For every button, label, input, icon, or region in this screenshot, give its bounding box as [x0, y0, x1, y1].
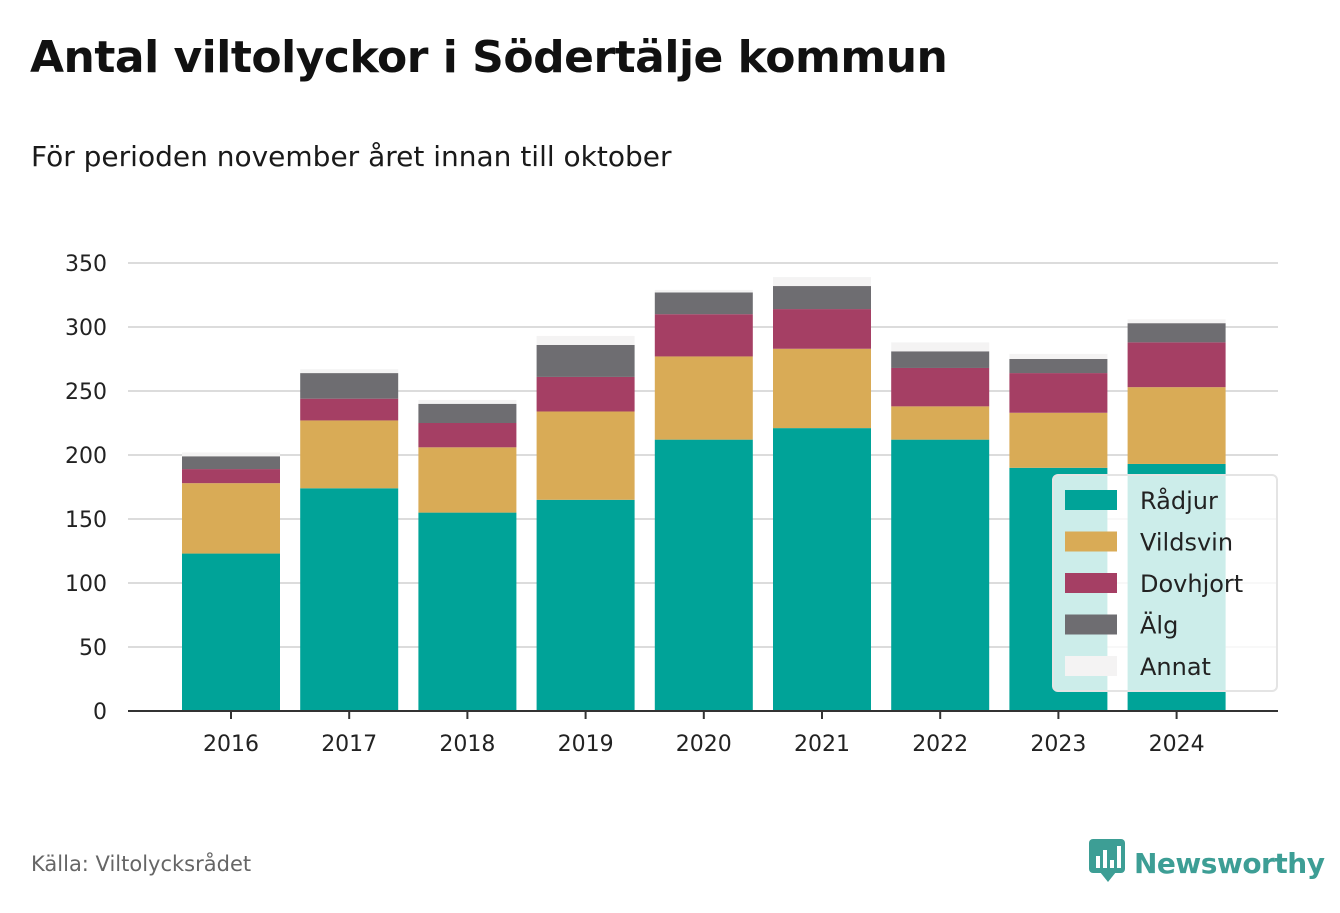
bar-segment[interactable]	[418, 512, 517, 711]
bar-segment[interactable]	[182, 469, 280, 484]
bar-segment[interactable]	[182, 452, 280, 457]
bar-segment[interactable]	[1009, 359, 1108, 374]
bar-segment[interactable]	[182, 553, 280, 711]
bar-segment[interactable]	[654, 314, 753, 357]
bar-segment[interactable]	[654, 292, 753, 315]
x-tick-label: 2019	[558, 732, 614, 757]
bar-segment[interactable]	[773, 286, 871, 310]
legend-label: Annat	[1140, 653, 1211, 681]
legend-box	[1052, 474, 1278, 692]
y-tick-label: 150	[65, 508, 107, 533]
x-tick-label: 2023	[1030, 732, 1086, 757]
legend-swatch	[1065, 614, 1117, 635]
bar-segment[interactable]	[891, 439, 990, 711]
legend-swatch	[1065, 656, 1117, 676]
legend: Rådjur Vildsvin Dovhjort Älg Annat	[1052, 474, 1278, 692]
bar-segment[interactable]	[1009, 373, 1108, 413]
bar-segment[interactable]	[1009, 353, 1108, 359]
y-tick-label: 250	[65, 380, 107, 405]
legend-swatch	[1065, 531, 1117, 552]
y-tick-label: 200	[65, 444, 107, 469]
newsworthy-logo-icon	[1088, 838, 1128, 888]
bar-segment[interactable]	[300, 420, 399, 489]
bar-segment[interactable]	[891, 351, 990, 368]
bar-segment[interactable]	[773, 428, 871, 711]
bar-segment[interactable]	[773, 348, 871, 429]
bar-segment[interactable]	[418, 399, 517, 404]
bar-segment[interactable]	[536, 376, 635, 412]
brand-logo[interactable]: Newsworthy	[1088, 838, 1325, 888]
bar-segment[interactable]	[300, 398, 399, 421]
bar-segment[interactable]	[1127, 323, 1226, 343]
x-tick-label: 2017	[321, 732, 377, 757]
x-tick-label: 2022	[912, 732, 968, 757]
y-tick-label: 0	[93, 700, 107, 725]
bar-segment[interactable]	[654, 289, 753, 293]
bar-segment[interactable]	[182, 483, 280, 554]
x-tick-label: 2016	[203, 732, 259, 757]
y-tick-label: 100	[65, 572, 107, 597]
bar-segment[interactable]	[536, 499, 635, 711]
chart-title: Antal viltolyckor i Södertälje kommun	[30, 32, 948, 83]
bar-segment[interactable]	[891, 406, 990, 440]
bar-segment[interactable]	[182, 456, 280, 470]
source-note: Källa: Viltolycksrådet	[31, 852, 252, 876]
brand-name: Newsworthy	[1134, 846, 1325, 880]
bar-segment[interactable]	[536, 411, 635, 500]
legend-label: Dovhjort	[1140, 570, 1243, 598]
bar-segment[interactable]	[1127, 319, 1226, 324]
bar-segment[interactable]	[418, 447, 517, 513]
bar-segment[interactable]	[418, 423, 517, 448]
legend-label: Rådjur	[1140, 486, 1218, 515]
y-tick-label: 300	[65, 316, 107, 341]
bar-segment[interactable]	[1127, 342, 1226, 388]
legend-label: Vildsvin	[1140, 529, 1233, 557]
x-tick-label: 2024	[1149, 732, 1205, 757]
bar-segment[interactable]	[654, 439, 753, 711]
bar-segment[interactable]	[300, 373, 399, 399]
bar-segment[interactable]	[773, 277, 871, 287]
y-tick-label: 50	[79, 636, 107, 661]
bar-segment[interactable]	[891, 342, 990, 352]
bar-segment[interactable]	[418, 403, 517, 423]
axes: 0 50 100 150 200 250 300 350 2016 2017 2018 2019 202…	[65, 252, 1278, 757]
legend-label: Älg	[1140, 611, 1178, 640]
bar-segment[interactable]	[300, 369, 399, 374]
bar-segment[interactable]	[1009, 412, 1108, 468]
y-tick-label: 350	[65, 252, 107, 277]
x-tick-label: 2018	[439, 732, 495, 757]
bar-segment[interactable]	[891, 367, 990, 407]
bar-segment[interactable]	[536, 344, 635, 377]
bar-segment[interactable]	[536, 335, 635, 345]
x-tick-label: 2020	[676, 732, 732, 757]
legend-swatch	[1065, 573, 1117, 593]
chart-subtitle: För perioden november året innan till ok…	[31, 140, 672, 173]
bar-segment[interactable]	[773, 309, 871, 349]
bar-segment[interactable]	[300, 488, 399, 711]
legend-swatch	[1065, 490, 1117, 510]
bar-segment[interactable]	[1127, 387, 1226, 464]
x-tick-label: 2021	[794, 732, 850, 757]
bar-segment[interactable]	[654, 356, 753, 440]
